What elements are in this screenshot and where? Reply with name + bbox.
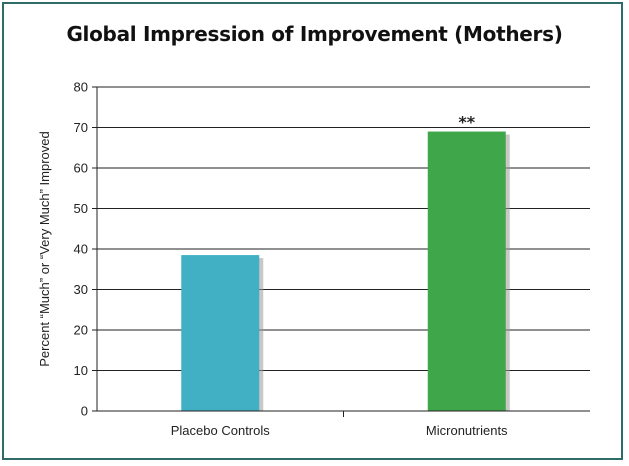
- y-tick-label: 50: [74, 201, 88, 216]
- y-tick-label: 10: [74, 363, 88, 378]
- significance-annotation: **: [458, 113, 475, 132]
- y-tick-label: 80: [74, 80, 88, 95]
- bar: [427, 131, 506, 412]
- chart-title: Global Impression of Improvement (Mother…: [66, 22, 563, 46]
- y-tick-label: 30: [74, 282, 88, 297]
- annotations: **: [458, 113, 475, 132]
- y-axis-label: Percent “Much” or “Very Much” Improved: [37, 131, 52, 367]
- y-tick-label: 0: [81, 404, 88, 419]
- gridlines: [97, 86, 590, 371]
- y-tick-label: 40: [74, 242, 88, 257]
- bars: [181, 131, 510, 412]
- y-tick-label: 70: [74, 120, 88, 135]
- x-category-labels: Placebo Controls Micronutrients: [171, 423, 508, 438]
- y-tick-label: 60: [74, 161, 88, 176]
- y-tick-label: 20: [74, 323, 88, 338]
- chart-frame: [2, 2, 623, 460]
- x-category-label: Micronutrients: [426, 423, 508, 438]
- x-category-label: Placebo Controls: [171, 423, 270, 438]
- axes: [92, 86, 590, 417]
- y-tick-labels: 0 10 20 30 40 50 60 70 80: [74, 80, 88, 419]
- bar: [181, 255, 260, 411]
